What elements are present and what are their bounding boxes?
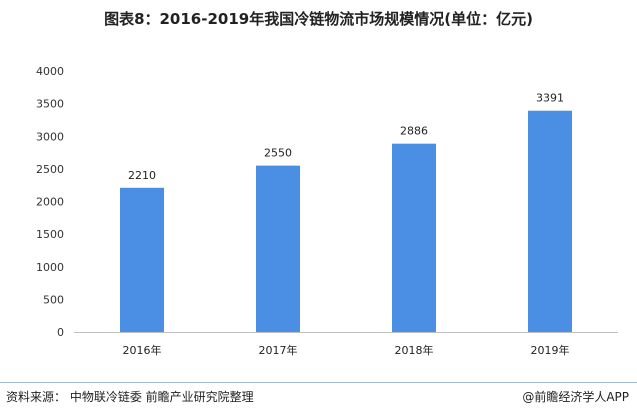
bar-chart: 0 500 1000 1500 2000 2500 3000 3500 4000 2210 255…	[36, 65, 618, 357]
y-tick-label: 1000	[36, 261, 64, 274]
value-labels: 2210 2550 2886 3391	[128, 92, 564, 182]
y-tick-label: 3500	[36, 98, 64, 111]
bar	[528, 110, 572, 333]
bars	[120, 110, 572, 333]
x-axis: 2016年 2017年 2018年 2019年	[74, 332, 618, 357]
bar-value-label: 2210	[128, 169, 156, 182]
bar	[256, 165, 300, 332]
y-tick-label: 3000	[36, 130, 64, 143]
x-tick-label: 2019年	[531, 343, 570, 357]
x-tick-label: 2018年	[395, 343, 434, 357]
bar-value-label: 2886	[400, 125, 428, 138]
chart-title: 图表8：2016-2019年我国冷链物流市场规模情况(单位：亿元)	[104, 10, 533, 28]
bar-value-label: 2550	[264, 147, 292, 160]
y-tick-label: 0	[57, 326, 64, 339]
brand-credit: @前瞻经济学人APP	[522, 390, 629, 404]
bar-value-label: 3391	[536, 92, 564, 105]
footer-divider	[0, 382, 637, 383]
y-tick-label: 2500	[36, 163, 64, 176]
source-note: 资料来源： 中物联冷链委 前瞻产业研究院整理	[6, 390, 254, 404]
y-tick-label: 500	[43, 293, 64, 306]
x-tick-label: 2016年	[123, 343, 162, 357]
y-tick-label: 2000	[36, 196, 64, 209]
y-tick-label: 4000	[36, 65, 64, 78]
x-tick-label: 2017年	[259, 343, 298, 357]
bar	[392, 143, 436, 332]
bar	[120, 187, 164, 332]
y-axis: 0 500 1000 1500 2000 2500 3000 3500 4000	[36, 65, 64, 339]
y-tick-label: 1500	[36, 228, 64, 241]
